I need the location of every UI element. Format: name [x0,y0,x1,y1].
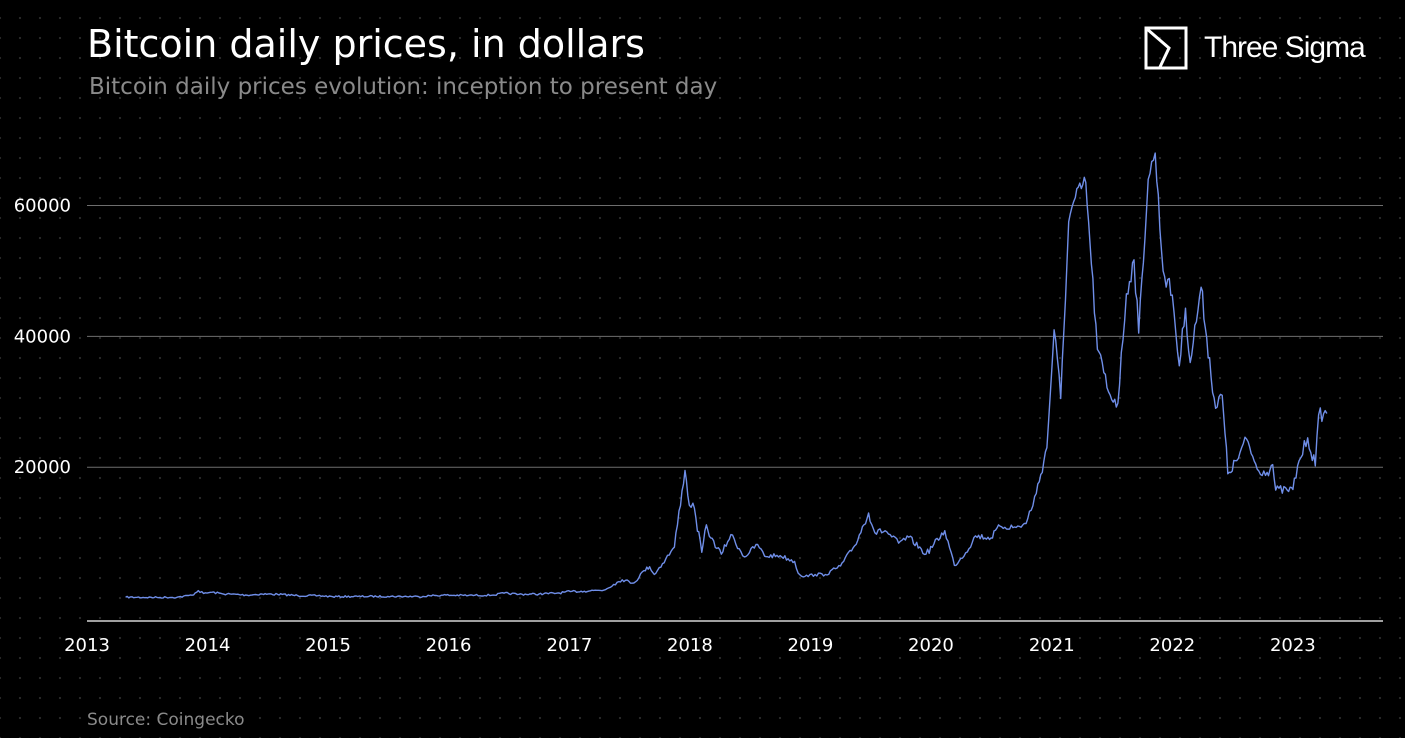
x-tick-label: 2021 [1029,635,1075,656]
x-tick-label: 2015 [305,635,351,656]
y-tick-label: 40000 [14,326,71,347]
x-tick-label: 2013 [64,635,110,656]
x-tick-label: 2022 [1149,635,1195,656]
grid-lines [87,204,1383,468]
x-tick-label: 2014 [185,635,231,656]
y-tick-labels: 20000 40000 60000 [14,195,71,478]
x-tick-label: 2023 [1270,635,1316,656]
x-tick-label: 2018 [667,635,713,656]
series-layer [125,152,1328,599]
x-tick-label: 2017 [547,635,593,656]
x-tick-label: 2016 [426,635,472,656]
y-tick-label: 20000 [14,457,71,478]
chart-title: Bitcoin daily prices, in dollars [87,22,645,66]
source-note: Source: Coingecko [87,710,245,730]
brand-name: Three Sigma [1204,31,1366,64]
series-line-bitcoin-price [125,152,1328,599]
y-tick-label: 60000 [14,195,71,216]
x-tick-labels: 2013 2014 2015 2016 2017 2018 2019 2020 2021 2022… [64,635,1316,656]
three-sigma-logo-icon [1144,26,1188,70]
chart-subtitle: Bitcoin daily prices evolution: inceptio… [89,74,718,100]
x-tick-label: 2019 [788,635,834,656]
brand-logo: Three Sigma [1144,26,1366,70]
x-tick-label: 2020 [908,635,954,656]
